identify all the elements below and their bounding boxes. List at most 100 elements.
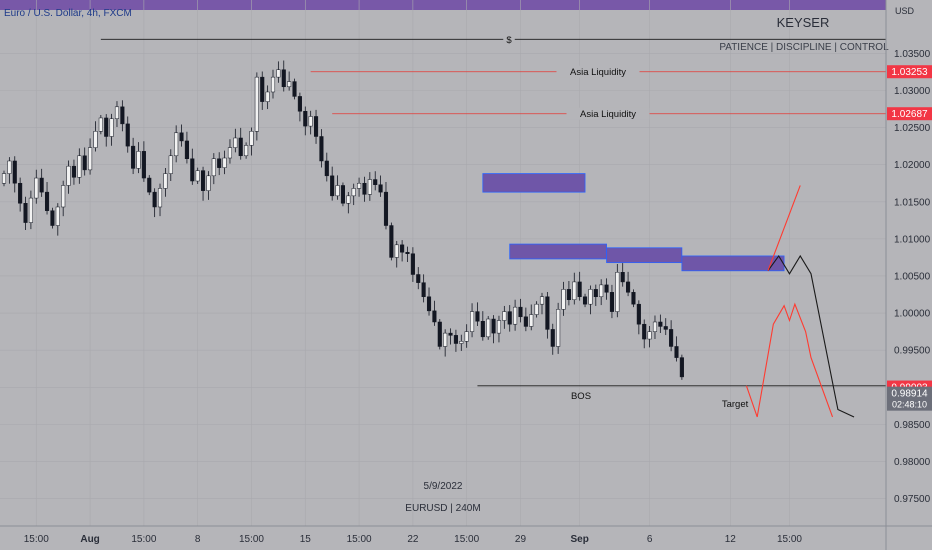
candle-body [66,165,71,186]
candle-body [443,332,448,347]
candle-body [114,106,120,119]
time-tick-label: 29 [515,534,527,545]
candle-body [556,309,561,347]
candle-body [335,185,340,197]
candle-body [647,331,652,340]
time-tick-label: 15:00 [347,534,372,545]
candle-body [405,251,410,254]
candle-body [61,185,66,208]
price-tick-label: 1.02000 [894,160,931,171]
candle-body [599,284,604,298]
candle-body [486,318,491,338]
candle-body [545,296,550,330]
candle-body [217,158,222,168]
candle-body [330,175,335,197]
candle-body [206,175,211,191]
watermark-ticker: EURUSD | 240M [405,503,480,514]
candle-body [340,185,345,204]
time-tick-label: 8 [195,534,201,545]
candle-body [136,151,141,169]
candle-body [475,311,480,322]
supply-zone[interactable] [606,247,683,264]
candle-body [470,311,475,332]
candle-body [227,147,233,159]
candle-body [674,346,679,358]
time-tick-label: 22 [407,534,419,545]
candle-body [44,191,50,211]
price-badge [887,386,932,411]
candle-body [362,182,367,195]
price-tick-label: 1.01000 [894,234,931,245]
candle-body [152,191,157,208]
time-tick-label: 15:00 [24,534,49,545]
candle-body [308,116,313,127]
candle-body [190,158,195,182]
candle-body [292,81,297,97]
candle-body [582,296,588,305]
candle-body [125,123,130,147]
candle-body [464,331,469,342]
supply-zone[interactable] [509,243,607,260]
supply-zone[interactable] [681,255,785,272]
candle-body [174,132,179,157]
candle-body [104,117,109,137]
watermark-brand: KEYSER [777,15,830,30]
candle-body [346,195,351,204]
candle-body [604,284,609,293]
candle-body [432,310,437,323]
candle-body [577,281,582,298]
candle-body [34,177,39,199]
candle-body [351,188,356,197]
price-tick-label: 0.98000 [894,457,931,468]
candle-body [367,179,372,195]
candle-body [71,165,76,178]
candle-body [249,131,254,146]
time-tick-label: 15:00 [454,534,479,545]
candle-body [18,182,23,204]
time-tick-label: Aug [80,534,99,545]
level-label: Asia Liquidity [580,109,636,120]
supply-zone[interactable] [482,173,586,193]
candle-body [389,225,394,258]
candle-body [658,321,663,327]
price-tick-label: 1.03000 [894,86,931,97]
candle-body [357,182,362,189]
candle-body [679,357,684,378]
price-badge-countdown: 02:48:10 [892,400,927,410]
price-tick-label: 0.99500 [894,346,931,357]
level-label-bg [503,33,515,46]
candle-body [12,160,17,184]
time-tick-label: 15:00 [239,534,264,545]
top-highlight-bar [0,0,886,10]
candle-body [496,320,502,334]
candle-body [448,332,453,336]
projection-path-black [767,254,855,418]
supply-zones [482,173,785,272]
candle-body [109,118,114,137]
candle-body [394,244,399,258]
candle-body [50,210,55,226]
level-label-bg [556,65,640,78]
symbol-title[interactable]: Euro / U.S. Dollar, 4h, FXCM [4,8,132,19]
candle-body [23,203,28,223]
candle-body [566,289,571,300]
candle-body [254,76,259,132]
candle-body [615,272,620,312]
time-axis[interactable]: 15:00 Aug 15:00 8 15:00 15 15:00 22 15:00 29 Sep 6 1… [24,534,803,545]
candle-body [147,177,152,193]
projection-path-red-down [745,302,834,418]
candle-body [373,179,378,185]
candle-body [502,311,507,321]
candle-body [163,173,168,189]
price-badge-value: 1.02687 [891,109,928,120]
candle-body [39,177,44,193]
price-tick-label: 0.97500 [894,494,931,505]
level-label: $ [506,35,512,46]
watermark-motto: PATIENCE | DISCIPLINE | CONTROL [719,42,889,53]
candle-body [281,69,286,88]
candle-body [534,303,539,315]
candle-body [507,311,512,325]
